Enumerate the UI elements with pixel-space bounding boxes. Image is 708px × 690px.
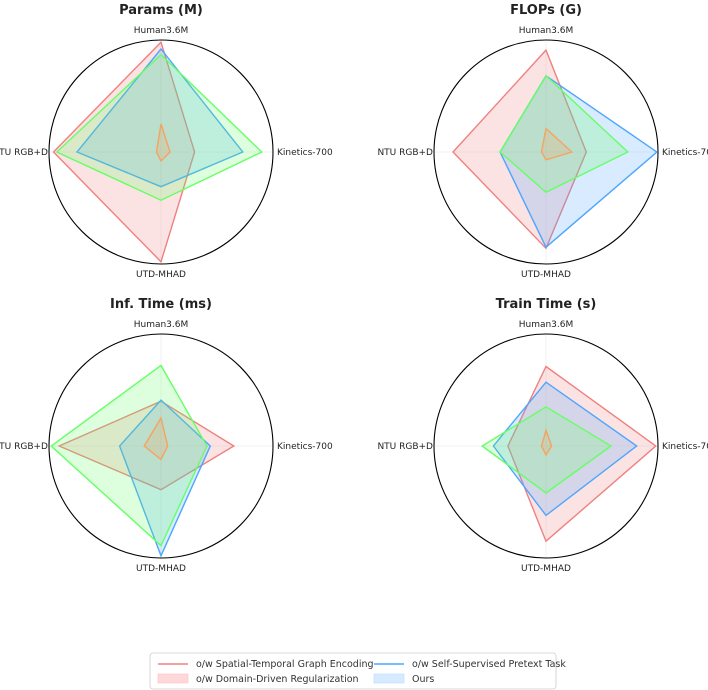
radar-series-ours — [540, 127, 574, 161]
axis-label-ntu-rgb-d: NTU RGB+D — [0, 442, 48, 452]
radar-series-ours — [540, 428, 553, 457]
radar-series-self-supervised — [118, 399, 212, 558]
axis-label-kinetics-700: Kinetics-700 — [277, 148, 333, 158]
radar-outer-circle — [48, 333, 274, 559]
panel-title: Params (M) — [119, 3, 203, 18]
axis-label-utd-mhad: UTD-MHAD — [136, 270, 186, 280]
legend-label-domain-driven: o/w Domain-Driven Regularization — [196, 674, 359, 685]
panel-title: Inf. Time (ms) — [110, 297, 212, 312]
radar-outer-circle — [433, 333, 659, 559]
radar-series-ours — [155, 123, 171, 163]
panel-title: Train Time (s) — [496, 297, 597, 312]
radar-series-spatial-temporal — [507, 365, 657, 543]
axis-label-human3-6m: Human3.6M — [519, 26, 574, 36]
legend: o/w Spatial-Temporal Graph Encoding o/w … — [149, 652, 566, 690]
radar-panel-train-time-s: Train Time (s) Human3.6M Kinetics-700 UTD-M… — [377, 297, 708, 574]
radar-series-domain-driven — [480, 405, 613, 494]
legend-swatch-domain-driven — [157, 673, 189, 684]
legend-label-spatial-temporal: o/w Spatial-Temporal Graph Encoding — [196, 659, 374, 670]
radar-series-spatial-temporal — [57, 400, 236, 491]
legend-entry-spatial-temporal: o/w Spatial-Temporal Graph Encoding — [158, 659, 374, 670]
legend-label-self-supervised: o/w Self-Supervised Pretext Task — [412, 659, 566, 670]
radar-series-ours — [143, 416, 169, 461]
radar-series-self-supervised — [492, 381, 638, 517]
axis-label-utd-mhad: UTD-MHAD — [136, 564, 186, 574]
axis-label-kinetics-700: Kinetics-700 — [662, 442, 708, 452]
axis-label-utd-mhad: UTD-MHAD — [521, 564, 571, 574]
legend-label-ours: Ours — [412, 674, 434, 685]
legend-entry-ours: Ours — [373, 673, 434, 685]
legend-entry-self-supervised: o/w Self-Supervised Pretext Task — [374, 659, 566, 670]
radar-panel-params-m: Params (M) Human3.6M Kinetics-700 UTD-MHAD N… — [0, 3, 333, 280]
legend-frame — [149, 652, 557, 690]
radar-series-domain-driven — [499, 74, 630, 194]
radar-series-spatial-temporal — [452, 48, 588, 250]
radar-outer-circle — [48, 39, 274, 265]
legend-entry-domain-driven: o/w Domain-Driven Regularization — [157, 673, 359, 685]
radar-outer-circle — [433, 39, 659, 265]
axis-label-ntu-rgb-d: NTU RGB+D — [377, 148, 433, 158]
radar-series-self-supervised — [75, 47, 244, 188]
axis-label-human3-6m: Human3.6M — [519, 320, 574, 330]
axis-label-ntu-rgb-d: NTU RGB+D — [0, 148, 48, 158]
panel-title: FLOPs (G) — [510, 3, 582, 18]
axis-label-utd-mhad: UTD-MHAD — [521, 270, 571, 280]
axis-label-human3-6m: Human3.6M — [134, 320, 189, 330]
axis-label-human3-6m: Human3.6M — [134, 26, 189, 36]
axis-label-ntu-rgb-d: NTU RGB+D — [377, 442, 433, 452]
axis-label-kinetics-700: Kinetics-700 — [277, 442, 333, 452]
radar-panel-inf-time-ms: Inf. Time (ms) Human3.6M Kinetics-700 UTD-M… — [0, 297, 333, 574]
radar-series-domain-driven — [50, 364, 208, 547]
radar-series-domain-driven — [55, 53, 264, 201]
radar-series-spatial-temporal — [52, 40, 196, 264]
axis-label-kinetics-700: Kinetics-700 — [662, 148, 708, 158]
radar-panel-flops-g: FLOPs (G) Human3.6M Kinetics-700 UTD-MHAD NT… — [377, 3, 708, 280]
radar-panels: Params (M) Human3.6M Kinetics-700 UTD-MHAD N… — [0, 3, 708, 574]
legend-swatch-ours — [373, 673, 405, 684]
